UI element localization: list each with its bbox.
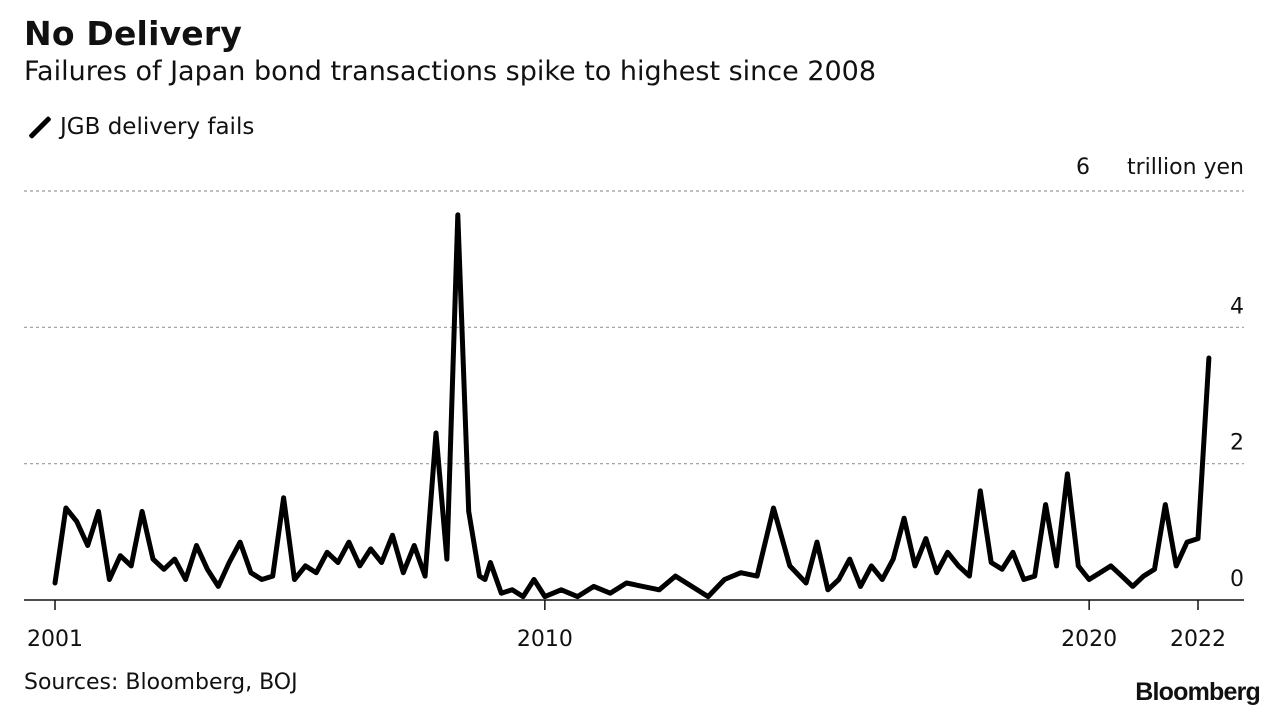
y-tick-label-6: 6 <box>1076 155 1090 180</box>
x-tick-label-2020: 2020 <box>1061 627 1117 652</box>
legend: JGB delivery fails <box>24 114 254 140</box>
chart-subtitle: Failures of Japan bond transactions spik… <box>24 56 877 87</box>
brand-logo: Bloomberg <box>1135 678 1261 706</box>
y-unit-label: trillion yen <box>1127 155 1244 180</box>
source-note: Sources: Bloomberg, BOJ <box>24 670 298 695</box>
y-tick-label-2: 2 <box>1230 431 1244 456</box>
chart-title: No Delivery <box>24 14 243 53</box>
y-tick-label-4: 4 <box>1230 294 1244 319</box>
legend-label: JGB delivery fails <box>60 114 255 140</box>
x-tick-label-2022: 2022 <box>1170 627 1226 652</box>
x-tick-label-2010: 2010 <box>517 627 573 652</box>
y-tick-label-0: 0 <box>1230 567 1244 592</box>
x-tick-label-2001: 2001 <box>27 627 83 652</box>
series-line-0 <box>52 212 1212 600</box>
